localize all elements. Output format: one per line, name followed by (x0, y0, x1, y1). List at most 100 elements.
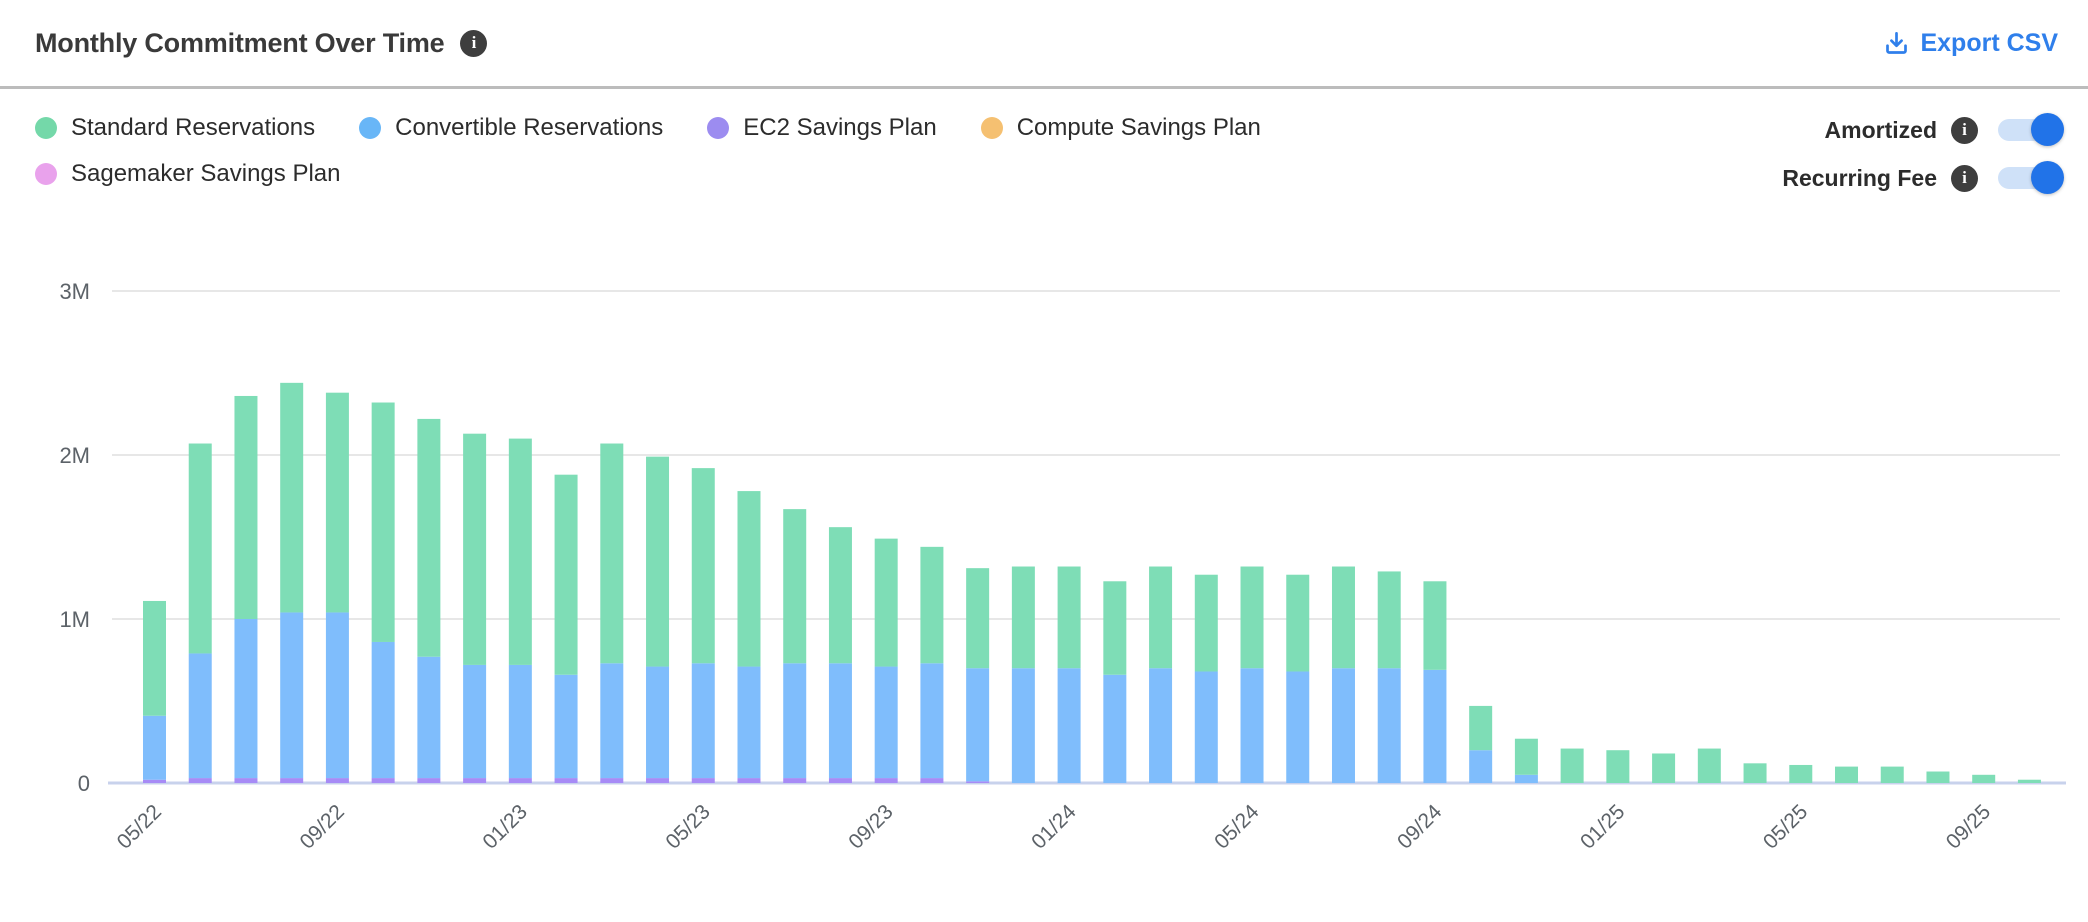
bar-02/23[interactable] (554, 474, 578, 783)
bar-10/23[interactable] (920, 546, 944, 783)
recurring-fee-info-icon[interactable]: i (1951, 164, 1978, 192)
bar-segment[interactable] (280, 778, 304, 783)
bar-segment[interactable] (646, 666, 670, 779)
bar-06/23[interactable] (737, 491, 761, 783)
bar-segment[interactable] (554, 778, 578, 783)
bar-08/23[interactable] (828, 527, 852, 783)
bar-segment[interactable] (1377, 668, 1401, 783)
bar-10/25[interactable] (2017, 779, 2041, 783)
bar-segment[interactable] (1377, 571, 1401, 669)
bar-segment[interactable] (463, 433, 487, 665)
bar-segment[interactable] (1972, 774, 1996, 783)
bar-07/25[interactable] (1880, 766, 1904, 783)
bar-segment[interactable] (463, 664, 487, 779)
bar-segment[interactable] (508, 778, 532, 783)
bar-segment[interactable] (280, 382, 304, 613)
bar-segment[interactable] (554, 474, 578, 675)
bar-11/23[interactable] (966, 568, 990, 783)
bar-09/25[interactable] (1972, 774, 1996, 783)
bar-segment[interactable] (966, 781, 990, 783)
bar-06/25[interactable] (1835, 766, 1859, 783)
bar-segment[interactable] (1514, 774, 1538, 783)
bar-segment[interactable] (508, 438, 532, 665)
bar-segment[interactable] (920, 778, 944, 783)
bar-segment[interactable] (1743, 763, 1767, 783)
bar-segment[interactable] (828, 778, 852, 783)
bar-segment[interactable] (417, 656, 441, 779)
bar-segment[interactable] (234, 395, 258, 619)
bar-segment[interactable] (188, 653, 212, 779)
bar-09/22[interactable] (325, 392, 349, 783)
bar-segment[interactable] (1652, 753, 1676, 783)
bar-segment[interactable] (1286, 671, 1310, 783)
bar-09/23[interactable] (874, 538, 898, 783)
bar-segment[interactable] (371, 402, 395, 642)
bar-segment[interactable] (691, 778, 715, 783)
bar-04/25[interactable] (1743, 763, 1767, 783)
bar-12/24[interactable] (1560, 748, 1584, 783)
bar-segment[interactable] (874, 666, 898, 779)
bar-05/22[interactable] (143, 600, 166, 783)
bar-segment[interactable] (1514, 738, 1538, 775)
bar-segment[interactable] (737, 778, 761, 783)
bar-segment[interactable] (874, 778, 898, 783)
bar-05/24[interactable] (1240, 566, 1264, 783)
bar-05/23[interactable] (691, 468, 715, 783)
bar-segment[interactable] (1560, 748, 1584, 783)
title-info-icon[interactable]: i (460, 29, 488, 57)
bar-segment[interactable] (2017, 779, 2041, 783)
bar-segment[interactable] (646, 778, 670, 783)
bar-11/22[interactable] (417, 418, 441, 783)
bar-segment[interactable] (463, 778, 487, 783)
recurring-fee-toggle[interactable] (1998, 161, 2064, 194)
bar-01/24[interactable] (1057, 566, 1081, 783)
bar-11/24[interactable] (1514, 738, 1538, 783)
bar-segment[interactable] (280, 612, 304, 779)
bar-segment[interactable] (783, 663, 807, 779)
bar-04/24[interactable] (1194, 574, 1218, 783)
bar-segment[interactable] (143, 779, 166, 783)
bar-08/24[interactable] (1377, 571, 1401, 783)
bar-segment[interactable] (783, 778, 807, 783)
bar-segment[interactable] (646, 456, 670, 667)
bar-03/23[interactable] (600, 443, 624, 783)
bar-segment[interactable] (1240, 566, 1264, 669)
bar-segment[interactable] (1469, 705, 1493, 751)
amortized-toggle[interactable] (1998, 113, 2064, 146)
bar-segment[interactable] (1606, 750, 1630, 783)
bar-segment[interactable] (188, 778, 212, 783)
bar-08/22[interactable] (280, 382, 304, 783)
bar-segment[interactable] (600, 778, 624, 783)
bar-07/22[interactable] (234, 395, 258, 783)
bar-08/25[interactable] (1926, 771, 1950, 783)
bar-segment[interactable] (874, 538, 898, 667)
bar-segment[interactable] (371, 778, 395, 783)
bar-segment[interactable] (920, 546, 944, 664)
bar-02/24[interactable] (1103, 581, 1127, 783)
bar-01/23[interactable] (508, 438, 532, 783)
bar-segment[interactable] (143, 715, 166, 780)
bar-segment[interactable] (1103, 581, 1127, 675)
bar-segment[interactable] (783, 509, 807, 664)
legend-item-4[interactable]: Sagemaker Savings Plan (35, 159, 340, 189)
bar-segment[interactable] (1835, 766, 1859, 783)
bar-segment[interactable] (1469, 750, 1493, 783)
bar-segment[interactable] (600, 443, 624, 664)
bar-segment[interactable] (1149, 566, 1173, 669)
bar-segment[interactable] (1423, 669, 1447, 783)
bar-segment[interactable] (1103, 674, 1127, 783)
bar-segment[interactable] (1880, 766, 1904, 783)
bar-segment[interactable] (1423, 581, 1447, 670)
bar-segment[interactable] (417, 418, 441, 657)
bar-07/23[interactable] (783, 509, 807, 783)
bar-segment[interactable] (1011, 566, 1035, 669)
bar-segment[interactable] (1149, 668, 1173, 783)
bar-segment[interactable] (966, 568, 990, 669)
bar-10/22[interactable] (371, 402, 395, 783)
bar-04/23[interactable] (646, 456, 670, 783)
bar-segment[interactable] (1286, 574, 1310, 672)
legend-item-1[interactable]: Convertible Reservations (359, 113, 663, 143)
bar-06/22[interactable] (188, 443, 212, 783)
legend-item-3[interactable]: Compute Savings Plan (980, 113, 1261, 143)
bar-segment[interactable] (1240, 668, 1264, 783)
